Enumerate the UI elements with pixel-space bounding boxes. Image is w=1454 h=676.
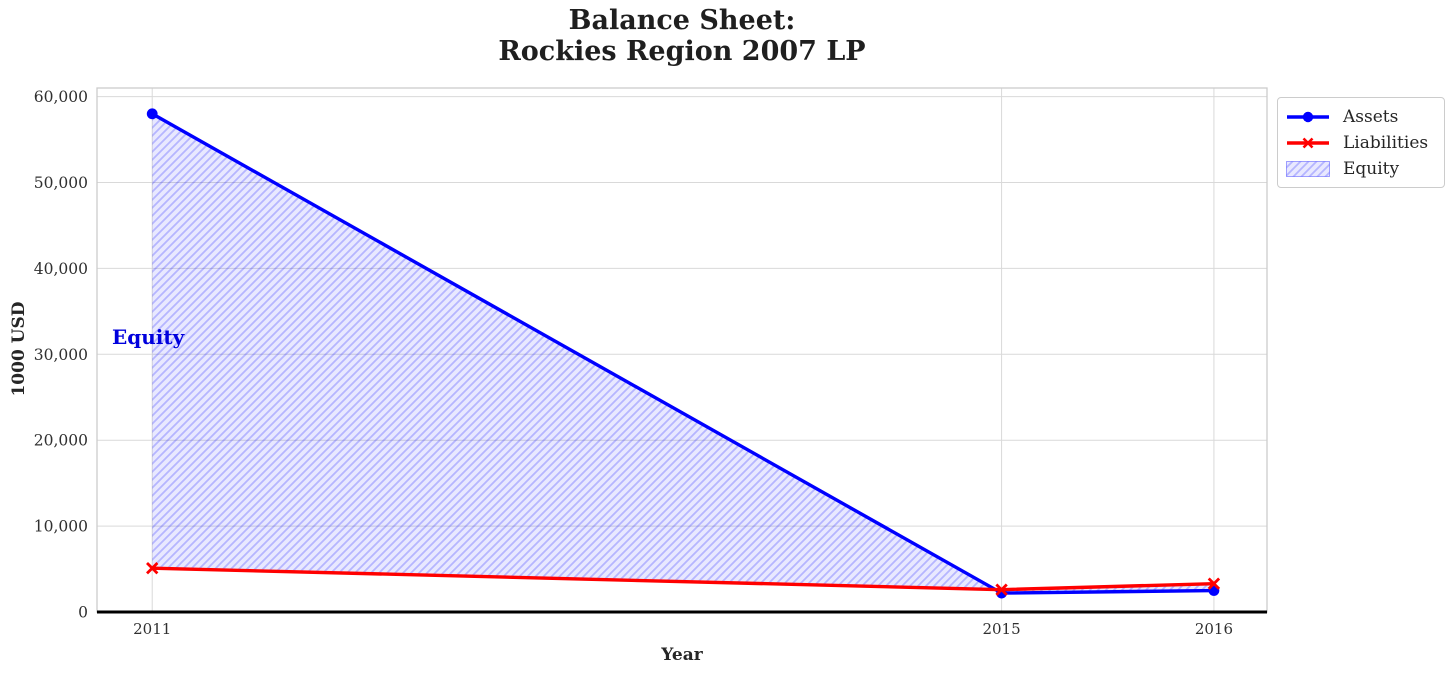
equity-sample-patch — [1286, 160, 1330, 177]
legend-label-assets: Assets — [1343, 106, 1399, 127]
svg-text:60,000: 60,000 — [34, 88, 88, 106]
equity-hatch-icon — [1286, 160, 1330, 177]
svg-text:40,000: 40,000 — [34, 260, 88, 278]
svg-text:2011: 2011 — [133, 620, 171, 638]
svg-text:2016: 2016 — [1195, 620, 1233, 638]
svg-text:30,000: 30,000 — [34, 346, 88, 364]
legend: Assets Liabilities Equity — [1277, 97, 1445, 188]
chart-title: Balance Sheet: Rockies Region 2007 LP — [97, 5, 1267, 67]
y-axis-label: 1000 USD — [9, 301, 29, 397]
svg-text:10,000: 10,000 — [34, 518, 88, 536]
svg-text:0: 0 — [78, 604, 88, 622]
chart-title-line-2: Rockies Region 2007 LP — [498, 36, 866, 67]
chart-title-line-1: Balance Sheet: — [568, 5, 796, 36]
legend-item-assets: Assets — [1286, 104, 1436, 129]
assets-sample-marker — [1302, 111, 1314, 122]
legend-label-equity: Equity — [1343, 158, 1400, 179]
liabilities-line-icon — [1287, 137, 1329, 148]
liabilities-sample-marker — [1302, 137, 1314, 148]
legend-item-liabilities: Liabilities — [1286, 130, 1436, 155]
svg-text:20,000: 20,000 — [34, 432, 88, 450]
svg-text:2015: 2015 — [982, 620, 1020, 638]
legend-item-equity: Equity — [1286, 156, 1436, 181]
legend-label-liabilities: Liabilities — [1343, 132, 1429, 153]
assets-line-icon — [1287, 111, 1329, 122]
equity-annotation: Equity — [112, 325, 185, 349]
svg-text:50,000: 50,000 — [34, 174, 88, 192]
x-axis-label: Year — [661, 645, 703, 665]
